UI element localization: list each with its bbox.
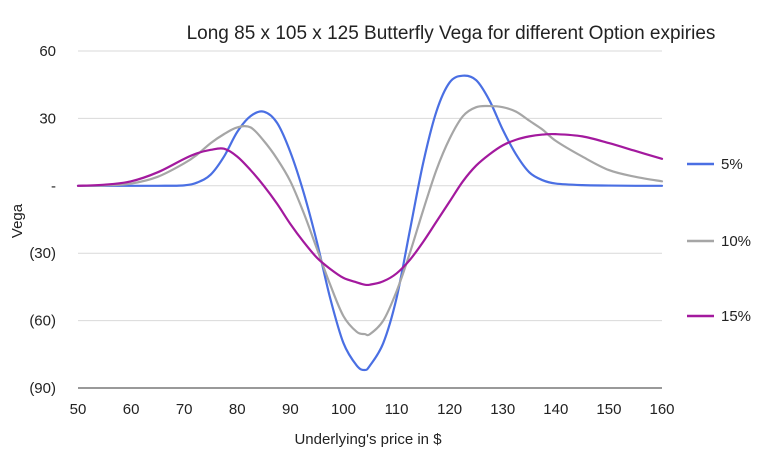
legend-label: 10% bbox=[721, 233, 751, 250]
y-axis-label: Vega bbox=[9, 203, 26, 238]
x-tick-label: 50 bbox=[70, 401, 87, 418]
x-tick-label: 160 bbox=[649, 401, 674, 418]
x-tick-label: 140 bbox=[543, 401, 568, 418]
x-tick-label: 80 bbox=[229, 401, 246, 418]
gridlines bbox=[78, 50, 662, 389]
x-tick-label: 130 bbox=[490, 401, 515, 418]
x-tick-label: 90 bbox=[282, 401, 299, 418]
series-lines bbox=[76, 74, 664, 372]
legend-label: 15% bbox=[721, 308, 751, 325]
x-tick-label: 150 bbox=[596, 401, 621, 418]
x-tick-label: 100 bbox=[331, 401, 356, 418]
x-tick-label: 120 bbox=[437, 401, 462, 418]
series-line-15pct bbox=[76, 132, 664, 287]
legend-label: 5% bbox=[721, 156, 743, 173]
x-tick-label: 60 bbox=[123, 401, 140, 418]
y-tick-label: 60 bbox=[39, 43, 56, 60]
y-tick-label: 30 bbox=[39, 110, 56, 127]
chart-title: Long 85 x 105 x 125 Butterfly Vega for d… bbox=[187, 23, 716, 44]
y-tick-label: - bbox=[51, 178, 56, 195]
x-tick-label: 70 bbox=[176, 401, 193, 418]
x-axis-ticks: 50 60 70 80 90 100 110 120 130 140 150 160 bbox=[70, 401, 675, 418]
x-axis-label: Underlying's price in $ bbox=[294, 431, 442, 448]
x-tick-label: 110 bbox=[385, 401, 409, 418]
series-line-5pct bbox=[76, 74, 664, 372]
series-line-10pct bbox=[76, 104, 664, 337]
y-axis-ticks: 60 30 - (30) (60) (90) bbox=[29, 43, 56, 397]
y-tick-label: (30) bbox=[29, 245, 56, 262]
y-tick-label: (90) bbox=[29, 380, 56, 397]
legend: 5% 10% 15% bbox=[687, 156, 751, 325]
y-tick-label: (60) bbox=[29, 313, 56, 330]
